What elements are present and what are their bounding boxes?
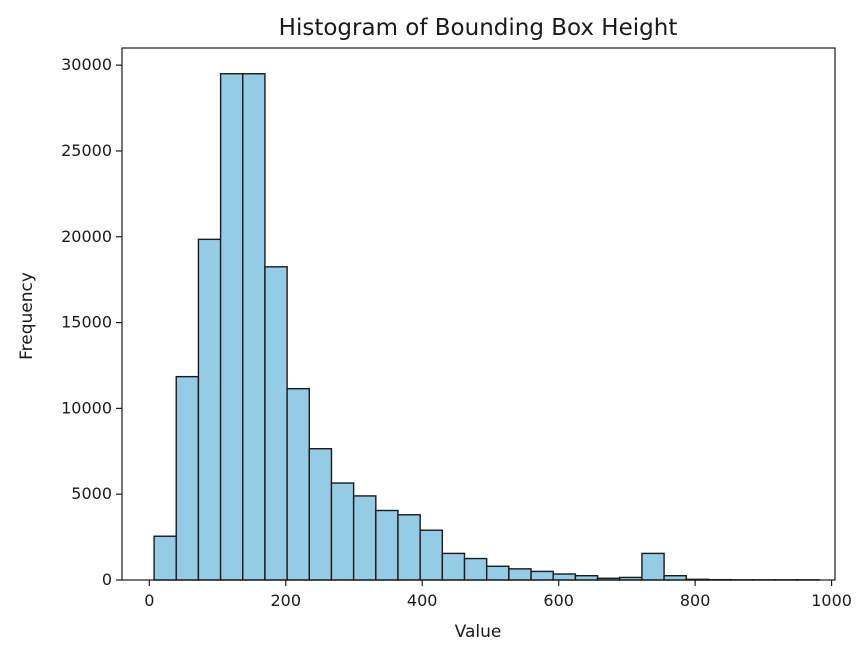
histogram-bar [419,529,444,581]
histogram-bar [574,575,599,581]
histogram-bar [352,495,377,581]
y-tick-label: 5000 [71,484,112,503]
histogram-bar [308,448,333,581]
histogram-bar [175,375,200,581]
histogram-bar [397,514,421,581]
plot-frame [121,47,836,581]
x-tick-label: 400 [407,591,438,610]
x-axis-label: Value [455,622,502,642]
y-tick-label: 10000 [61,398,112,417]
histogram-bar [219,73,244,581]
y-tick-label: 25000 [61,141,112,160]
y-tick-label: 15000 [61,313,112,332]
x-tick-label: 1000 [811,591,852,610]
histogram-bar [375,509,399,581]
y-axis-label: Frequency [17,272,37,360]
x-tick-label: 0 [144,591,154,610]
histogram-bar [485,565,510,581]
histogram-bar [330,482,355,581]
histogram-bar [242,73,266,581]
histogram-bar [530,570,554,581]
y-tick-label: 0 [102,570,112,589]
y-tick-label: 20000 [61,227,112,246]
histogram-bar [463,557,488,581]
bars-group [153,73,821,581]
x-tick-label: 200 [270,591,301,610]
y-tick-label: 30000 [61,55,112,74]
histogram-bar [641,552,665,581]
x-tick-label: 800 [680,591,711,610]
histogram-bar [552,573,577,581]
chart-title: Histogram of Bounding Box Height [279,15,678,41]
axes-group: 0 200 400 600 800 100005000100001500020000250… [61,47,852,610]
histogram-bar [153,535,177,581]
histogram-bar [264,266,288,581]
histogram-bar [441,552,466,581]
histogram-bar [197,238,222,581]
x-tick-label: 600 [543,591,574,610]
histogram-bar [508,568,532,581]
histogram-bar [286,387,310,581]
histogram-bar [663,575,687,581]
